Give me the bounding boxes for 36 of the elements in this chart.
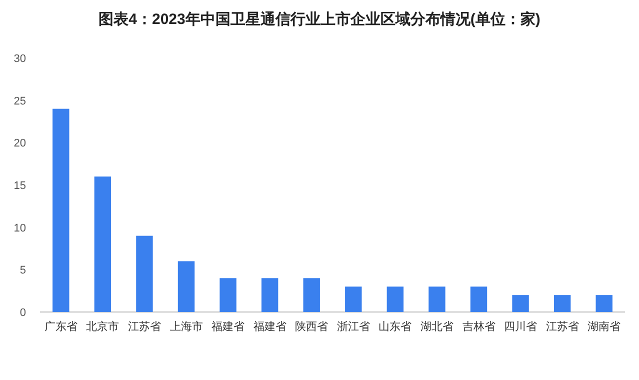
bar — [220, 278, 236, 312]
bar — [261, 278, 278, 312]
bar — [345, 286, 362, 312]
bar — [303, 278, 320, 312]
y-tick-label: 15 — [14, 180, 26, 192]
x-tick-label: 吉林省 — [462, 320, 496, 333]
bar — [554, 295, 571, 312]
y-tick-label: 20 — [14, 138, 26, 150]
x-tick-label: 上海市 — [170, 320, 203, 333]
bar — [94, 176, 112, 312]
x-tick-label: 湖南省 — [588, 320, 621, 333]
y-tick-label: 25 — [14, 95, 26, 108]
y-tick-label: 30 — [14, 53, 26, 65]
bar — [512, 295, 529, 312]
x-tick-label: 湖北省 — [420, 320, 454, 333]
y-tick-label: 5 — [20, 264, 26, 277]
bar — [428, 286, 446, 312]
y-tick-label: 0 — [20, 307, 26, 319]
x-tick-label: 山东省 — [378, 320, 412, 333]
x-tick-label: 陕西省 — [295, 320, 328, 333]
x-tick-label: 四川省 — [504, 320, 538, 333]
bar — [386, 286, 404, 312]
chart-title: 图表4：2023年中国卫星通信行业上市企业区域分布情况(单位：家) — [98, 10, 540, 28]
bar — [136, 236, 153, 312]
x-tick-label: 福建省 — [253, 320, 286, 333]
x-tick-label: 江苏省 — [546, 320, 579, 333]
x-tick-label: 浙江省 — [336, 320, 370, 333]
x-tick-label: 福建省 — [212, 320, 245, 333]
bar — [178, 261, 195, 312]
bar — [52, 108, 70, 312]
x-tick-label: 北京市 — [86, 320, 120, 333]
x-tick-label: 广东省 — [44, 320, 78, 333]
y-tick-label: 10 — [14, 222, 26, 234]
x-tick-label: 江苏省 — [128, 320, 161, 333]
bar — [470, 286, 488, 312]
bar — [596, 295, 612, 312]
